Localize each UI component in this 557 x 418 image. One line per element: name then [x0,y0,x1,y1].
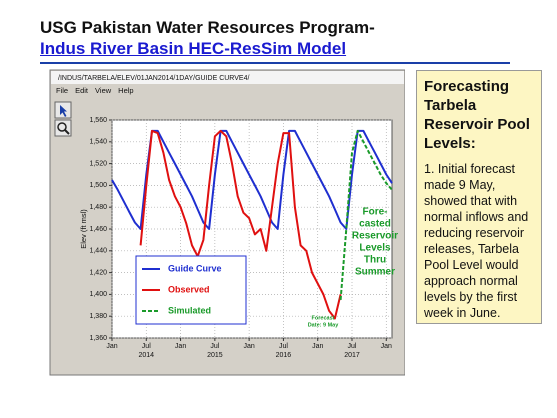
x-tick-label: Jan [106,343,117,350]
side-box: Forecasting Tarbela Reservoir Pool Level… [416,70,542,324]
x-year-label: 2017 [344,352,360,359]
annotation: Levels [359,243,391,254]
x-tick-label: Jan [312,343,323,350]
zoom-icon [57,122,67,132]
x-tick-label: Jul [142,343,151,350]
x-year-label: 2016 [276,352,292,359]
x-year-label: 2014 [138,352,154,359]
annotation: Thru [364,255,386,266]
window-title: /INDUS/TARBELA/ELEV/01JAN2014/1DAY/GUIDE… [58,75,249,82]
zoom-handle [64,129,70,135]
y-tick-label: 1,360 [89,335,107,342]
slide-title: USG Pakistan Water Resources Program- [40,18,375,37]
x-tick-label: Jan [243,343,254,350]
pointer-icon [60,105,67,117]
side-body: 1. Initial forecast made 9 May, showed t… [424,162,529,320]
annotation: Forecast [312,315,335,321]
x-tick-label: Jul [279,343,288,350]
annotation: Summer [355,267,395,278]
x-tick-label: Jul [348,343,357,350]
series-line [139,129,342,320]
y-tick-label: 1,440 [89,248,107,255]
side-heading: Forecasting Tarbela Reservoir Pool Level… [424,78,530,152]
slide-subtitle: Indus River Basin HEC-ResSim Model [40,39,347,58]
title-rule [40,62,510,64]
legend-label: Observed [168,284,210,294]
menu-item[interactable]: File [56,86,68,95]
annotation: Fore- [363,207,388,218]
legend-label: Simulated [168,305,211,315]
x-tick-label: Jan [175,343,186,350]
series-line [339,129,393,300]
y-tick-label: 1,400 [89,291,107,298]
y-axis-label: Elev (ft msl) [79,209,88,249]
x-tick-label: Jan [381,343,392,350]
y-tick-label: 1,480 [89,204,107,211]
y-tick-label: 1,540 [89,139,107,146]
y-tick-label: 1,420 [89,269,107,276]
x-year-label: 2015 [207,352,223,359]
legend-label: Guide Curve [168,263,222,273]
y-tick-label: 1,500 [89,182,107,189]
y-tick-label: 1,560 [89,117,107,124]
annotation: Reservoir [352,231,398,242]
y-tick-label: 1,520 [89,160,107,167]
y-tick-label: 1,460 [89,226,107,233]
y-tick-label: 1,380 [89,313,107,320]
series-line [111,129,393,230]
x-tick-label: Jul [210,343,219,350]
menu-item[interactable]: View [95,86,112,95]
chart-window: /INDUS/TARBELA/ELEV/01JAN2014/1DAY/GUIDE… [49,69,405,376]
menu-item[interactable]: Edit [75,86,89,95]
menu-item[interactable]: Help [118,86,133,95]
window-title-bar [51,71,404,84]
annotation: Date: 9 May [308,322,340,328]
annotation: casted [359,219,391,230]
